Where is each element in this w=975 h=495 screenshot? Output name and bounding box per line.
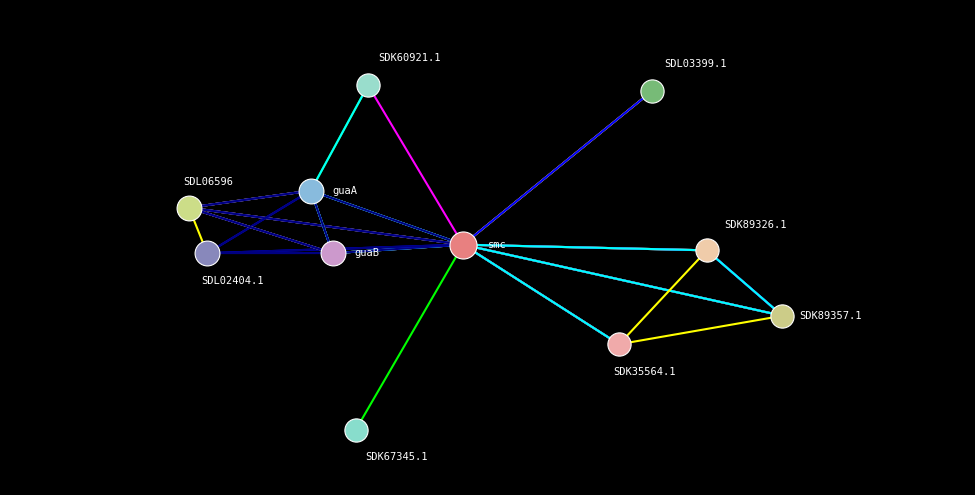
Text: smc: smc [488, 240, 506, 249]
Point [611, 340, 627, 348]
Point [644, 87, 660, 95]
Text: guaA: guaA [332, 186, 358, 196]
Text: SDL03399.1: SDL03399.1 [664, 59, 726, 69]
Text: SDK89326.1: SDK89326.1 [723, 220, 787, 230]
Point [325, 249, 340, 257]
Text: SDK60921.1: SDK60921.1 [378, 53, 441, 63]
Point [348, 426, 364, 434]
Text: SDK67345.1: SDK67345.1 [366, 452, 428, 462]
Point [199, 249, 214, 257]
Text: SDK89357.1: SDK89357.1 [800, 311, 862, 321]
Point [455, 241, 471, 248]
Point [181, 204, 197, 212]
Text: SDL02404.1: SDL02404.1 [201, 276, 263, 286]
Point [303, 187, 319, 195]
Point [699, 247, 715, 254]
Point [361, 81, 376, 89]
Text: guaB: guaB [355, 248, 379, 258]
Text: SDK35564.1: SDK35564.1 [613, 366, 676, 377]
Text: SDL06596: SDL06596 [183, 177, 233, 187]
Point [774, 312, 790, 320]
